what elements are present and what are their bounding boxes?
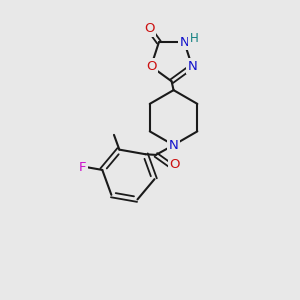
Text: F: F xyxy=(79,161,87,174)
Text: O: O xyxy=(144,22,154,35)
Text: N: N xyxy=(187,60,197,73)
Text: N: N xyxy=(179,36,189,49)
Text: H: H xyxy=(190,32,199,45)
Text: O: O xyxy=(169,158,180,171)
Text: N: N xyxy=(169,139,178,152)
Text: O: O xyxy=(146,60,156,73)
